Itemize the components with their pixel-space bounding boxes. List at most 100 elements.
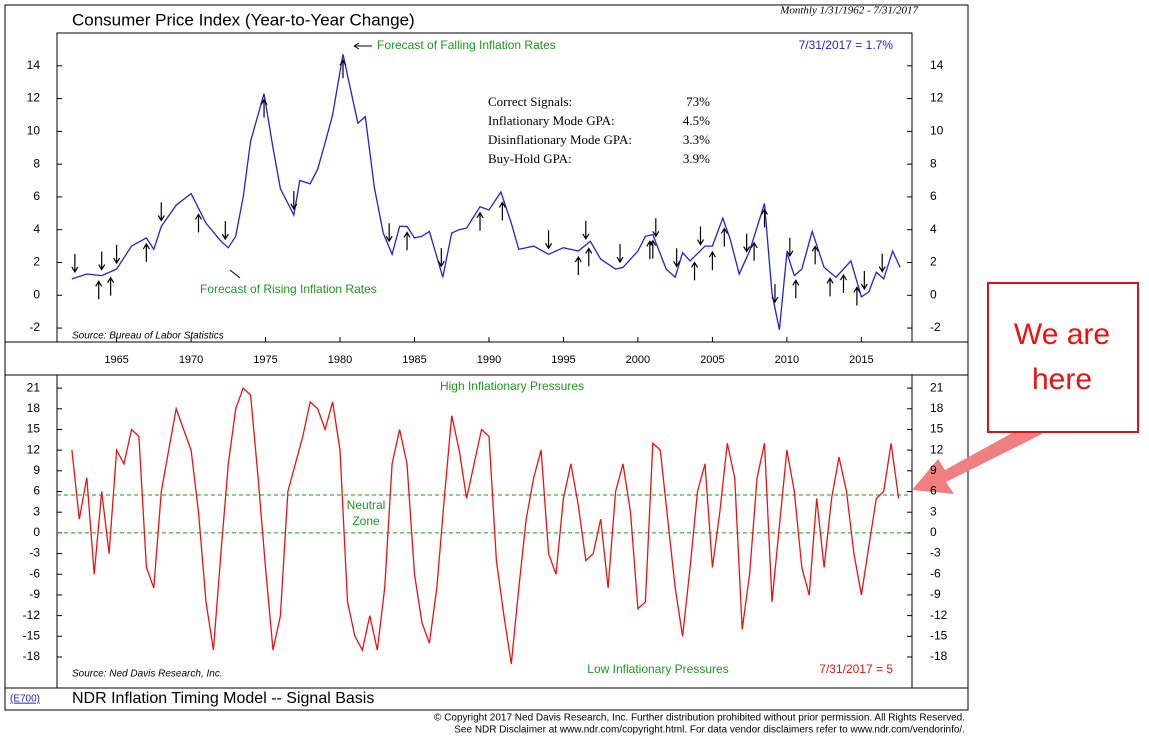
signal-arrow — [673, 248, 681, 268]
y-tick-label: -9 — [29, 587, 40, 601]
y-tick-label: -15 — [930, 628, 948, 642]
y-tick-label: 3 — [33, 504, 40, 518]
y-tick-label: -15 — [23, 628, 41, 642]
signal-arrow — [691, 261, 699, 281]
y-tick-label: 0 — [33, 525, 40, 539]
signal-arrow — [437, 248, 445, 268]
footer: © Copyright 2017 Ned Davis Research, Inc… — [434, 713, 965, 724]
y-tick-label: 15 — [27, 422, 41, 436]
y-tick-label: 6 — [930, 484, 937, 498]
y-tick-label: 4 — [33, 222, 40, 236]
top-title: Consumer Price Index (Year-to-Year Chang… — [72, 10, 415, 29]
stat-value: 3.3% — [683, 132, 710, 147]
signal-arrow — [878, 253, 886, 273]
y-tick-label: 10 — [27, 124, 41, 138]
y-tick-label: -2 — [930, 320, 941, 334]
signal-arrow — [574, 255, 582, 276]
signal-arrow — [652, 218, 660, 238]
x-tick-label: 2015 — [849, 354, 873, 366]
y-tick-label: 4 — [930, 222, 937, 236]
y-tick-label: -3 — [29, 546, 40, 560]
x-tick-label: 1975 — [253, 354, 277, 366]
signal-arrow — [860, 270, 868, 291]
annotation: Neutral — [347, 498, 386, 512]
y-tick-label: -18 — [23, 649, 41, 663]
signal-arrow — [616, 244, 624, 264]
signal-arrow — [385, 223, 393, 243]
y-tick-label: 21 — [930, 380, 944, 394]
signal-arrow — [585, 247, 593, 267]
y-tick-label: -12 — [23, 608, 41, 622]
x-tick-label: 2005 — [700, 354, 724, 366]
y-tick-label: 2 — [930, 255, 937, 269]
signal-arrow — [708, 250, 716, 271]
y-tick-label: -9 — [930, 587, 941, 601]
signal-arrow — [339, 59, 347, 79]
subtitle: Monthly 1/31/1962 - 7/31/2017 — [779, 5, 918, 17]
y-tick-label: 6 — [930, 189, 937, 203]
stat-label: Buy-Hold GPA: — [488, 151, 572, 166]
signal-arrow — [403, 231, 411, 251]
chart-code: (E700) — [10, 694, 40, 705]
callout-arrow — [912, 422, 1042, 494]
signal-arrow — [260, 98, 268, 118]
x-tick-label: 1995 — [551, 354, 575, 366]
bottom-title: NDR Inflation Timing Model -- Signal Bas… — [72, 690, 374, 707]
signal-arrow — [646, 240, 654, 260]
y-tick-label: 12 — [930, 442, 944, 456]
signal-arrow — [696, 226, 704, 246]
source: Source: Ned Davis Research, Inc. — [72, 669, 223, 680]
footer: See NDR Disclaimer at www.ndr.com/copyri… — [454, 725, 965, 736]
annotation-pointer — [229, 42, 372, 279]
y-tick-label: -6 — [29, 566, 40, 580]
y-tick-label: 9 — [33, 463, 40, 477]
signal-arrow — [720, 227, 728, 247]
y-tick-label: 12 — [27, 442, 41, 456]
y-tick-label: 12 — [27, 91, 41, 105]
signal-arrow — [750, 241, 758, 261]
signal-arrow — [498, 201, 506, 221]
signal-arrow — [221, 221, 229, 241]
stat-label: Disinflationary Mode GPA: — [488, 132, 632, 147]
y-tick-label: 6 — [33, 484, 40, 498]
signal-arrow — [98, 251, 106, 271]
y-tick-label: 14 — [27, 58, 41, 72]
x-tick-label: 1980 — [328, 354, 352, 366]
signal-arrow — [142, 242, 150, 262]
y-tick-label: 12 — [930, 91, 944, 105]
y-tick-label: 8 — [33, 156, 40, 170]
signal-arrow — [113, 245, 121, 265]
annotation: High Inflationary Pressures — [440, 379, 584, 393]
y-tick-label: 18 — [27, 401, 41, 415]
data-line — [71, 54, 901, 330]
x-tick-label: 1965 — [104, 354, 128, 366]
last-value-label: 7/31/2017 = 1.7% — [799, 38, 894, 52]
stat-label: Inflationary Mode GPA: — [488, 113, 615, 128]
signal-arrow — [761, 208, 769, 228]
annotation: Forecast of Falling Inflation Rates — [377, 38, 556, 52]
signal-arrow — [853, 286, 861, 306]
annotation: Forecast of Rising Inflation Rates — [200, 282, 377, 296]
x-tick-label: 1985 — [402, 354, 426, 366]
x-tick-label: 2000 — [626, 354, 650, 366]
y-tick-label: 18 — [930, 401, 944, 415]
x-tick-label: 1970 — [179, 354, 203, 366]
y-tick-label: -2 — [29, 320, 40, 334]
signal-arrow — [826, 277, 834, 297]
stat-value: 73% — [686, 94, 710, 109]
y-tick-label: 8 — [930, 156, 937, 170]
signal-arrow — [792, 279, 800, 299]
signal-arrow — [107, 276, 115, 296]
stat-value: 3.9% — [683, 151, 710, 166]
signal-arrow — [95, 280, 103, 300]
y-tick-label: 0 — [930, 287, 937, 301]
y-tick-label: -3 — [930, 546, 941, 560]
y-tick-label: 3 — [930, 504, 937, 518]
annotation: Low Inflationary Pressures — [587, 662, 728, 676]
annotation: Zone — [352, 514, 380, 528]
y-tick-label: -18 — [930, 649, 948, 663]
source: Source: Bureau of Labor Statistics — [72, 331, 224, 342]
callout-text: We are — [1014, 318, 1110, 351]
signal-arrow — [290, 190, 298, 211]
